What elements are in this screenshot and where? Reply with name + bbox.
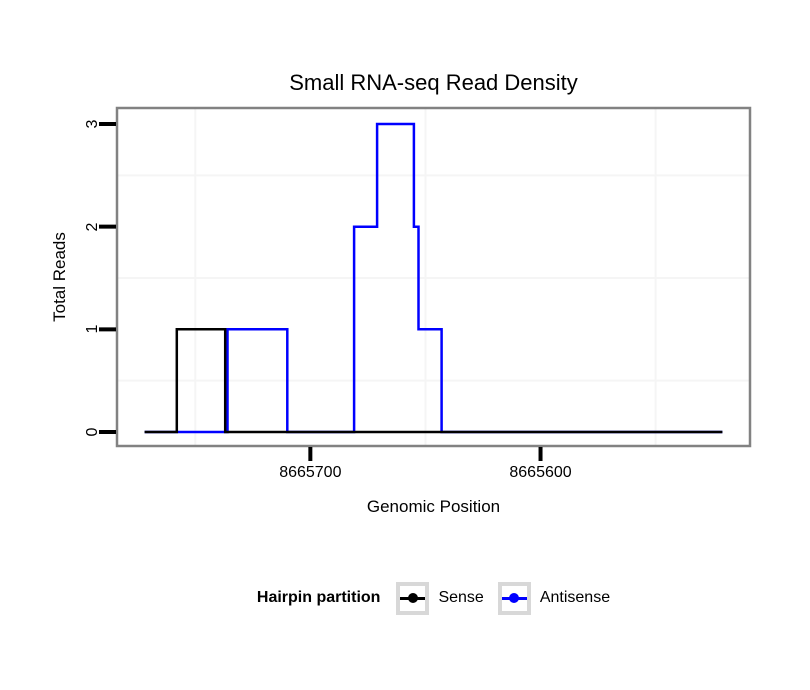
sense-series-line bbox=[144, 328, 723, 434]
legend-label-sense: Sense bbox=[438, 589, 484, 606]
legend-key-antisense bbox=[497, 581, 531, 615]
x-tick-label: 8665700 bbox=[279, 464, 342, 481]
legend: Hairpin partition Sense Antisense bbox=[117, 579, 750, 617]
legend-item-sense: Sense bbox=[396, 581, 484, 615]
y-tick-label: 3 bbox=[84, 119, 101, 129]
x-axis-title: Genomic Position bbox=[366, 497, 501, 516]
y-tick-label: 0 bbox=[84, 427, 101, 437]
y-tick-label: 2 bbox=[84, 222, 101, 232]
legend-key-sense bbox=[396, 581, 430, 615]
plot-panel-border bbox=[115, 106, 752, 448]
legend-point-glyph-icon bbox=[407, 593, 418, 603]
x-tick-label: 8665600 bbox=[509, 464, 572, 481]
legend-label-antisense: Antisense bbox=[539, 589, 611, 606]
legend-item-antisense: Antisense bbox=[497, 581, 611, 615]
legend-point-glyph-icon bbox=[509, 593, 520, 603]
antisense-series-line bbox=[144, 122, 723, 434]
legend-title: Hairpin partition bbox=[256, 589, 381, 606]
y-tick-label: 1 bbox=[84, 324, 101, 334]
chart-title: Small RNA-seq Read Density bbox=[289, 70, 578, 95]
y-axis-title: Total Reads bbox=[50, 232, 69, 322]
